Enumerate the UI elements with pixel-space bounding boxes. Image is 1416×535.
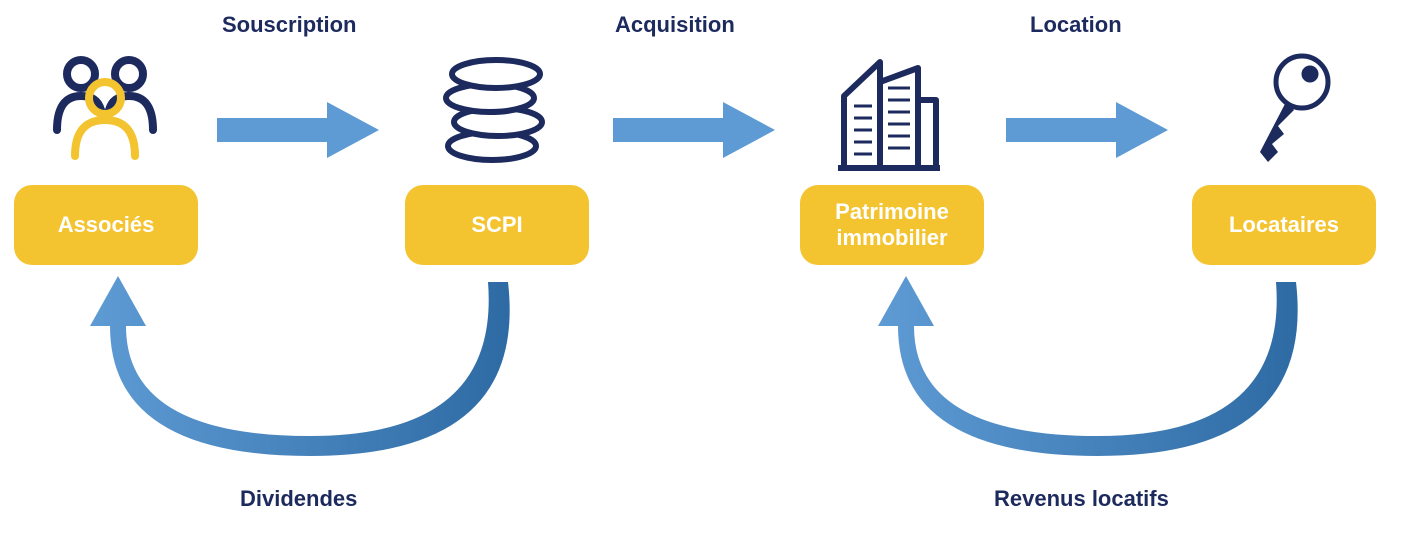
node-locataires: Locataires bbox=[1192, 185, 1376, 265]
coins-icon bbox=[440, 56, 550, 166]
forward-arrow bbox=[1006, 102, 1168, 158]
building-icon bbox=[834, 52, 944, 172]
top-label-location: Location bbox=[1030, 12, 1122, 38]
node-label: Associés bbox=[58, 212, 155, 238]
top-label-souscription: Souscription bbox=[222, 12, 356, 38]
bottom-label-dividendes: Dividendes bbox=[240, 486, 357, 512]
node-label: SCPI bbox=[471, 212, 522, 238]
top-label-acquisition: Acquisition bbox=[615, 12, 735, 38]
node-associes: Associés bbox=[14, 185, 198, 265]
bottom-label-revenus: Revenus locatifs bbox=[994, 486, 1169, 512]
associes-icon bbox=[45, 52, 165, 162]
key-icon bbox=[1244, 52, 1334, 172]
forward-arrow bbox=[613, 102, 775, 158]
return-arrow bbox=[70, 276, 530, 480]
node-patrimoine: Patrimoine immobilier bbox=[800, 185, 984, 265]
forward-arrow bbox=[217, 102, 379, 158]
return-arrow bbox=[858, 276, 1318, 480]
node-label: Locataires bbox=[1229, 212, 1339, 238]
node-scpi: SCPI bbox=[405, 185, 589, 265]
node-label: Patrimoine immobilier bbox=[835, 199, 949, 252]
